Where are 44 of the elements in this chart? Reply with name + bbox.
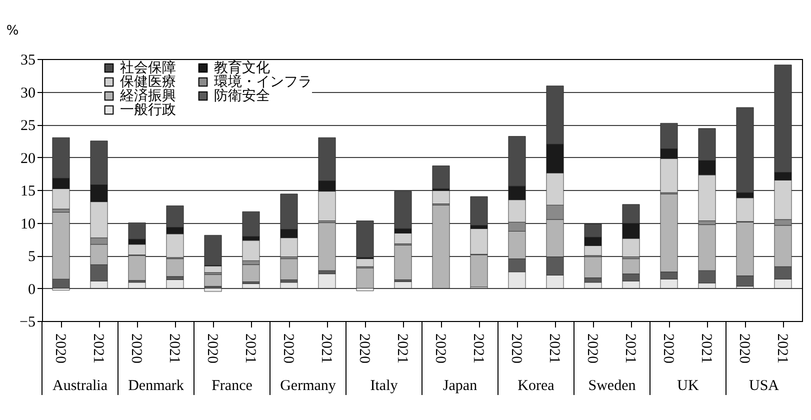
x-tick-label: 2021 — [166, 334, 182, 364]
x-tick-label: 2021 — [622, 334, 638, 364]
x-tick-label: 2021 — [546, 334, 562, 364]
x-tick-label: 2021 — [394, 334, 410, 364]
y-tick-label: 35 — [20, 52, 36, 68]
x-tick-label: 2020 — [52, 334, 68, 364]
x-tick-label: 2020 — [508, 334, 524, 364]
x-tick-label: 2020 — [660, 334, 676, 364]
x-tick-label: 2020 — [584, 334, 600, 364]
text: Italy — [370, 378, 398, 394]
legend-label: 経済振興 — [119, 88, 176, 104]
text: Germany — [280, 378, 336, 394]
x-tick-label: 2020 — [280, 334, 296, 364]
text: Denmark — [128, 378, 184, 394]
y-tick-label: −5 — [20, 314, 36, 330]
text: USA — [748, 378, 780, 394]
x-tick-label: 2021 — [242, 334, 258, 364]
text: Korea — [518, 378, 555, 394]
y-tick-label: 10 — [20, 216, 36, 232]
text: Australia — [52, 378, 108, 394]
text: Japan — [442, 378, 478, 394]
x-tick-label: 2020 — [204, 334, 220, 364]
text: Sweden — [588, 378, 636, 394]
x-tick-label: 2020 — [432, 334, 448, 364]
x-tick-label: 2020 — [736, 334, 752, 364]
y-tick-label: 0 — [28, 282, 36, 298]
y-tick-label: 15 — [20, 184, 36, 200]
legend-label: 防衛安全 — [214, 88, 270, 104]
y-tick-label: 25 — [20, 118, 36, 134]
x-tick-label: 2020 — [128, 334, 144, 364]
y-axis-title: % — [6, 24, 19, 38]
x-tick-label: 2021 — [470, 334, 486, 364]
y-tick-label: 5 — [28, 249, 36, 265]
text: France — [212, 378, 253, 394]
legend-label: 環境・インフラ — [214, 74, 312, 90]
x-tick-label: 2021 — [774, 334, 790, 364]
text: UK — [677, 378, 699, 394]
x-tick-label: 2021 — [90, 334, 106, 364]
legend-label: 一般行政 — [120, 102, 176, 118]
x-tick-label: 2020 — [356, 334, 372, 364]
y-tick-label: 20 — [20, 150, 36, 167]
x-tick-label: 2021 — [698, 334, 714, 364]
x-tick-label: 2021 — [318, 334, 334, 364]
y-tick-label: 30 — [20, 85, 36, 102]
